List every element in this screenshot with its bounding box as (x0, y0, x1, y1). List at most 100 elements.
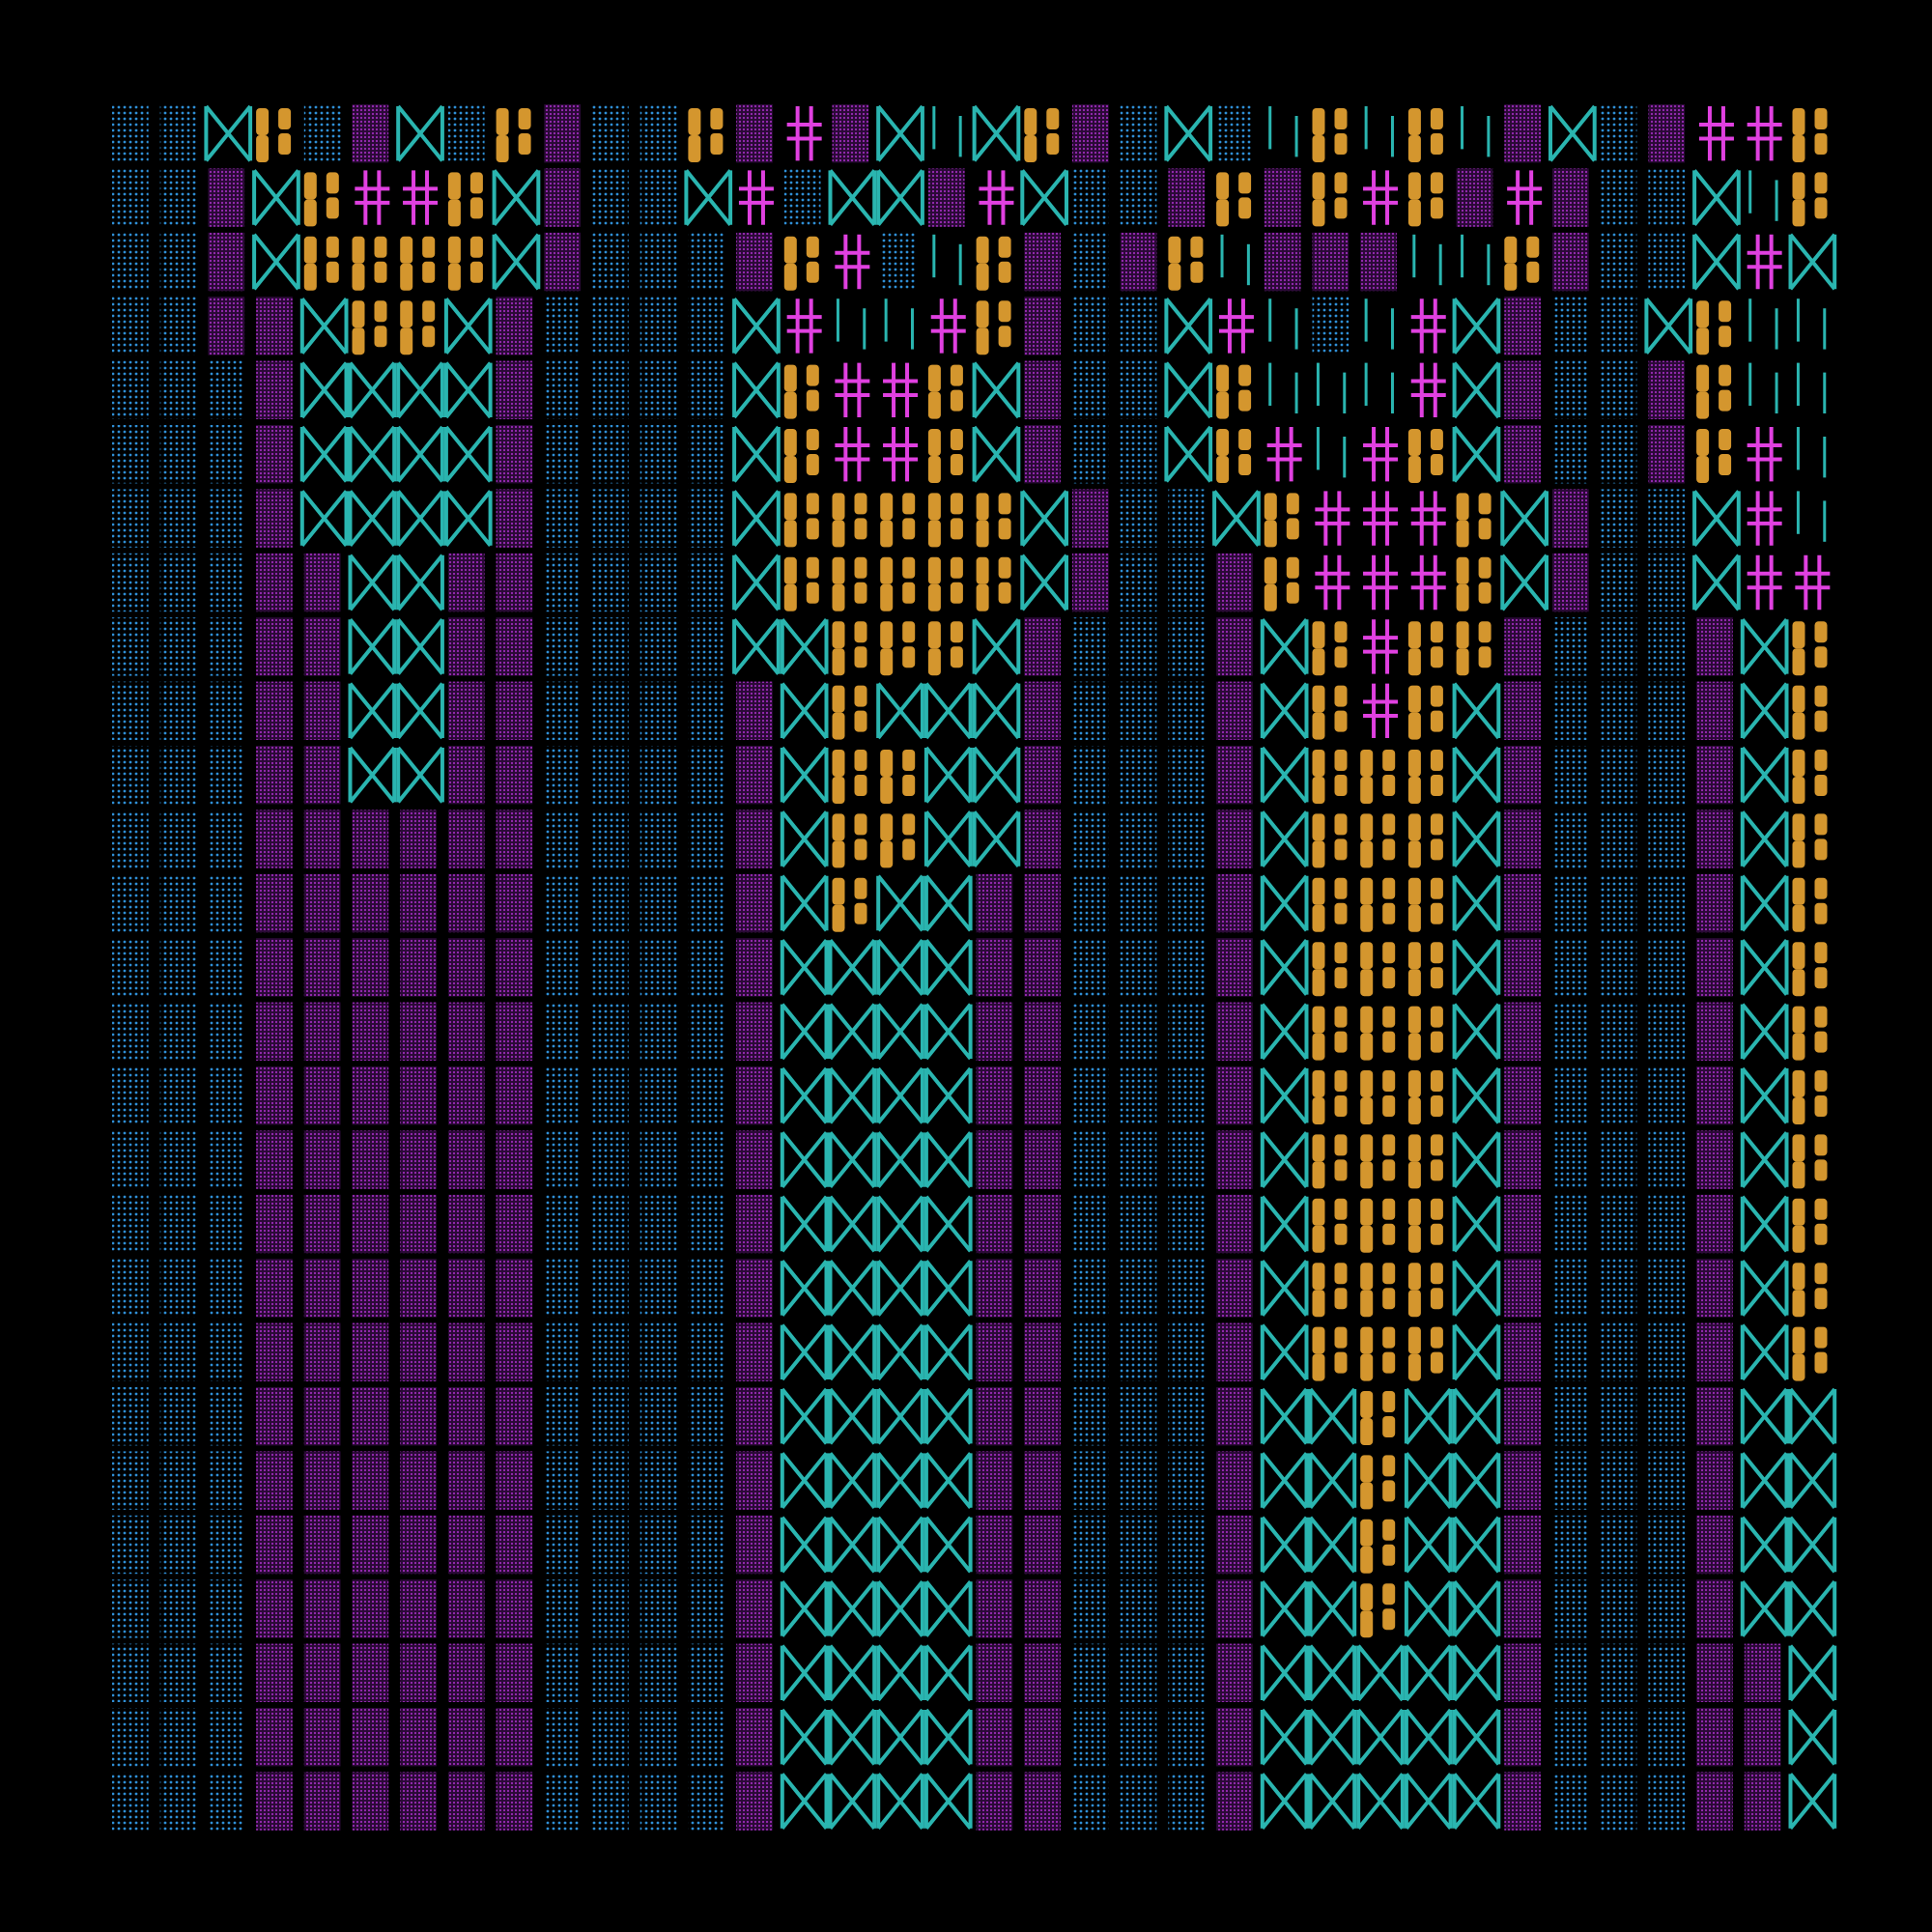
blue-dots (112, 232, 149, 292)
bowtie (1452, 746, 1501, 804)
dash (976, 263, 989, 291)
dash (1334, 1031, 1348, 1053)
double-cross (1747, 554, 1782, 611)
bowtie (876, 874, 924, 932)
blue-dots (1552, 873, 1589, 933)
tile (208, 1259, 245, 1318)
purple-dots (1552, 168, 1589, 227)
tile (208, 1772, 245, 1831)
dash (1334, 1326, 1348, 1349)
dash (1719, 454, 1732, 475)
tile (976, 1643, 1013, 1702)
tile (1120, 232, 1157, 292)
tile (780, 1003, 829, 1061)
tile (1072, 360, 1109, 419)
tile (639, 1451, 677, 1510)
tile (1168, 1451, 1206, 1510)
tile (1260, 1773, 1309, 1831)
tile (1452, 425, 1501, 483)
blue-dots (592, 104, 629, 163)
purple-dots (352, 1708, 389, 1767)
blue-dots (1552, 1643, 1589, 1702)
dash (1407, 199, 1421, 227)
blue-dots (159, 1066, 197, 1125)
tile (592, 297, 629, 355)
tile (1312, 942, 1348, 997)
purple-dots (496, 1643, 533, 1702)
tile (876, 1195, 924, 1253)
tile (1020, 490, 1068, 548)
tile (303, 1515, 341, 1575)
tile (783, 493, 819, 548)
purple-dots (1504, 1322, 1541, 1381)
tile (1260, 1644, 1309, 1702)
dash (806, 364, 819, 386)
dash (1430, 1223, 1443, 1245)
blue-dots (1600, 1643, 1637, 1702)
purple-dots (736, 1451, 773, 1510)
blue-dots (1216, 104, 1253, 163)
blue-dots (1552, 1387, 1589, 1446)
tile (159, 104, 197, 163)
tile (1696, 1194, 1733, 1254)
tile (1216, 746, 1253, 805)
tile (883, 427, 919, 482)
blue-dots (544, 425, 581, 484)
purple-dots (1504, 1066, 1541, 1125)
blue-dots (639, 810, 677, 868)
tile (447, 1322, 485, 1381)
tile (1312, 621, 1348, 676)
tile (828, 1516, 877, 1574)
blue-dots (1600, 810, 1637, 868)
tile (447, 746, 485, 805)
blue-dots (1552, 1259, 1589, 1318)
dash (1334, 1070, 1348, 1092)
tile (732, 425, 781, 483)
tile (1407, 813, 1443, 868)
dash (1382, 775, 1396, 796)
blue-dots (592, 1322, 629, 1381)
tile (639, 104, 677, 163)
purple-dots (1696, 1515, 1733, 1575)
tile (876, 1773, 924, 1831)
bowtie (1548, 104, 1597, 162)
tile (1744, 1708, 1781, 1767)
dash (1382, 838, 1396, 861)
dash (1360, 1198, 1374, 1226)
dash (256, 135, 270, 162)
tile (352, 1130, 389, 1189)
purple-dots (256, 681, 293, 740)
bowtie (1308, 1773, 1357, 1831)
blue-dots (1600, 1387, 1637, 1446)
dash (832, 685, 845, 713)
bowtie (732, 297, 781, 355)
tile (1600, 297, 1637, 355)
dash (1430, 1031, 1443, 1053)
blue-dots (1120, 297, 1157, 355)
tile (923, 1708, 973, 1766)
tile (159, 232, 197, 292)
tile (1600, 1387, 1637, 1446)
tile (544, 1643, 581, 1702)
purple-dots (1504, 873, 1541, 933)
tile (1168, 1002, 1206, 1061)
bowtie (1788, 1516, 1837, 1574)
purple-dots (736, 1259, 773, 1318)
tile (1024, 1194, 1061, 1254)
bowtie (1644, 297, 1693, 355)
tile (927, 429, 963, 483)
blue-dots (1600, 104, 1637, 163)
blue-dots (688, 1708, 725, 1767)
double-cross (1747, 491, 1782, 546)
purple-dots (1024, 1194, 1061, 1254)
purple-dots (1504, 1515, 1541, 1575)
tile (1796, 298, 1827, 350)
dash (783, 263, 797, 291)
bowtie (876, 169, 924, 227)
purple-dots (352, 1322, 389, 1381)
bowtie (780, 1259, 829, 1317)
blue-dots (1552, 1066, 1589, 1125)
tile (1268, 362, 1298, 413)
tile (639, 1643, 677, 1702)
tile (876, 1387, 924, 1445)
